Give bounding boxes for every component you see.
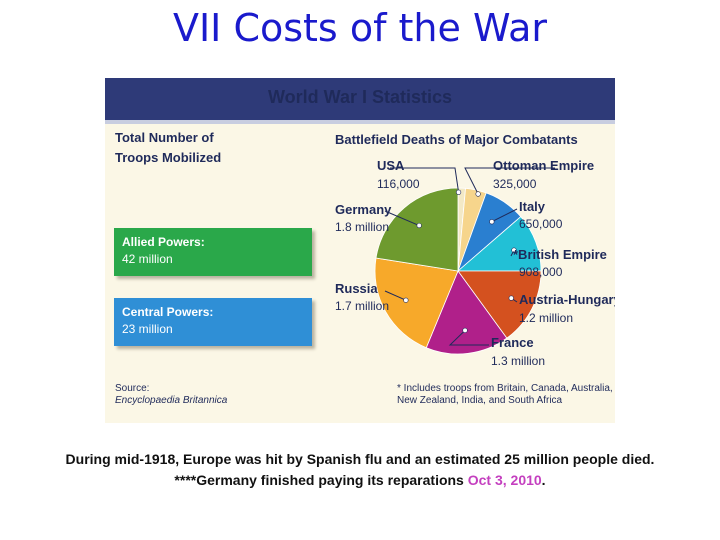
central-powers-label: Central Powers: bbox=[122, 305, 214, 319]
footnote-line1: * Includes troops from Britain, Canada, … bbox=[397, 383, 613, 394]
leader-line-russia bbox=[384, 290, 407, 301]
footnote-line2: New Zealand, India, and South Africa bbox=[397, 395, 563, 406]
leader-dot-italy bbox=[489, 219, 495, 225]
slice-label-british: *British Empire bbox=[513, 247, 607, 262]
deaths-pie-chart bbox=[374, 167, 555, 355]
slice-label-germany: Germany bbox=[335, 202, 392, 217]
slice-label-ottoman: Ottoman Empire bbox=[493, 158, 595, 173]
leader-dot-france bbox=[462, 327, 468, 333]
panel-header: World War I Statistics bbox=[105, 78, 615, 124]
leader-dot-usa bbox=[455, 189, 462, 195]
chart-title: Battlefield Deaths of Major Combatants bbox=[335, 132, 578, 147]
leader-dot-british-empire bbox=[511, 247, 517, 253]
pie-slice-austria-hungary bbox=[457, 270, 542, 339]
header-band-top bbox=[105, 78, 615, 82]
slice-value-british: 908,000 bbox=[519, 265, 563, 279]
slide-caption: During mid-1918, Europe was hit by Spani… bbox=[0, 449, 720, 491]
leader-line-france bbox=[448, 329, 489, 346]
allied-powers-box: Allied Powers: 42 million bbox=[114, 228, 312, 276]
pie-slice-germany bbox=[375, 187, 459, 272]
source-label: Source: bbox=[115, 383, 150, 394]
source-name: Encyclopaedia Britannica bbox=[115, 395, 228, 406]
leader-line-ottoman-empire bbox=[464, 167, 555, 195]
caption-date: Oct 3, 2010 bbox=[467, 472, 542, 488]
pie-leader-dots bbox=[403, 189, 517, 333]
slice-label-russia: Russia bbox=[335, 281, 378, 296]
leader-dot-russia bbox=[403, 297, 409, 303]
slice-label-usa: USA bbox=[377, 158, 405, 173]
troops-heading-line2: Troops Mobilized bbox=[115, 150, 222, 165]
allied-powers-value: 42 million bbox=[122, 252, 173, 266]
footnote: * Includes troops from Britain, Canada, … bbox=[397, 383, 613, 407]
slice-label-italy: Italy bbox=[519, 199, 546, 214]
slice-value-italy: 650,000 bbox=[519, 217, 563, 231]
slice-value-usa: 116,000 bbox=[377, 177, 420, 191]
leader-dot-ottoman-empire bbox=[475, 191, 481, 197]
leader-line-usa bbox=[390, 167, 460, 193]
leader-dot-germany bbox=[416, 222, 422, 229]
central-powers-box: Central Powers: 23 million bbox=[114, 298, 312, 346]
slice-value-russia: 1.7 million bbox=[335, 299, 390, 313]
pie-slice-russia bbox=[374, 257, 459, 349]
panel-title: World War I Statistics bbox=[267, 87, 453, 107]
troops-heading-line1: Total Number of bbox=[115, 130, 214, 145]
slice-value-ottoman: 325,000 bbox=[493, 177, 537, 191]
pie-slice-france bbox=[425, 270, 508, 355]
leader-line-germany bbox=[384, 210, 420, 227]
statistics-panel: World War I Statistics Total Number of T… bbox=[105, 78, 615, 423]
slice-value-france: 1.3 million bbox=[491, 354, 546, 368]
pie-slices bbox=[374, 187, 542, 355]
slide-title: VII Costs of the War bbox=[172, 6, 548, 50]
caption-line2-prefix: ****Germany finished paying its reparati… bbox=[174, 472, 468, 488]
slice-value-germany: 1.8 million bbox=[335, 220, 390, 234]
source-note: Source: Encyclopaedia Britannica bbox=[115, 383, 227, 407]
leader-dot-austria-hungary bbox=[508, 295, 514, 301]
slice-label-france: France bbox=[491, 335, 534, 350]
pie-leader-lines bbox=[384, 167, 555, 346]
central-powers-value: 23 million bbox=[122, 322, 173, 336]
caption-line2: ****Germany finished paying its reparati… bbox=[0, 470, 720, 491]
leader-line-italy bbox=[491, 208, 518, 223]
caption-line2-suffix: . bbox=[541, 472, 546, 488]
slice-label-austria: Austria-Hungary bbox=[519, 292, 615, 307]
slice-value-austria: 1.2 million bbox=[519, 311, 574, 325]
caption-line1: During mid-1918, Europe was hit by Spani… bbox=[65, 451, 655, 467]
allied-powers-label: Allied Powers: bbox=[122, 235, 205, 249]
